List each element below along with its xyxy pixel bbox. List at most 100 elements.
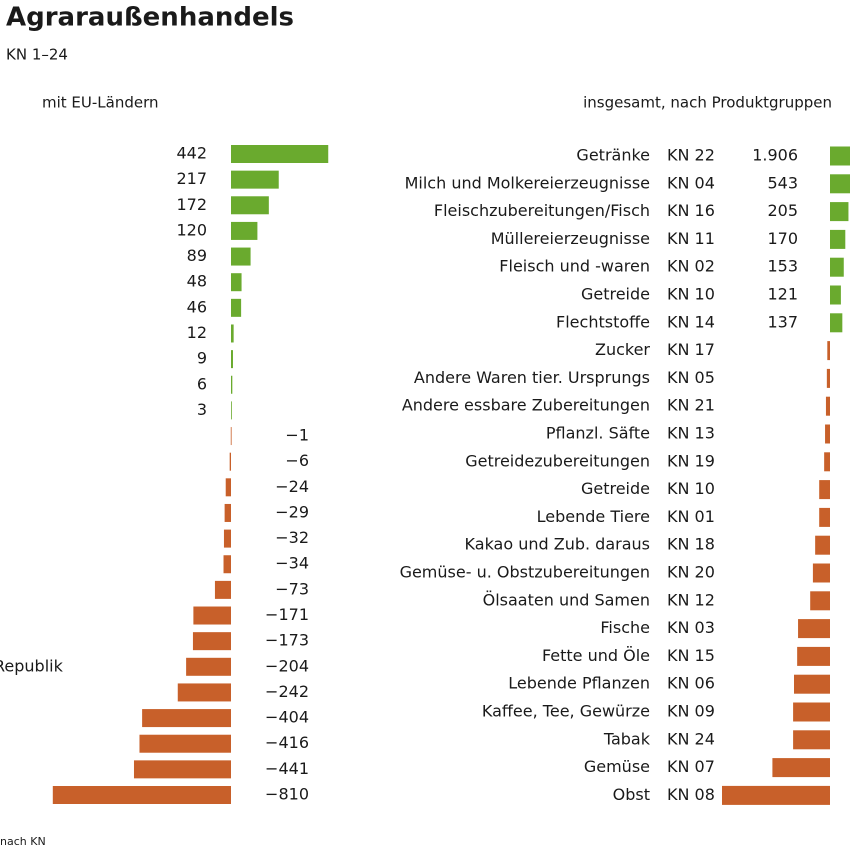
bar	[830, 229, 846, 249]
bar	[231, 196, 269, 215]
bar	[192, 632, 231, 651]
bar	[825, 396, 830, 416]
bar	[231, 324, 234, 343]
category-label: Fleisch und -waren	[499, 257, 650, 276]
bar	[231, 375, 233, 394]
code-label: KN 04	[667, 173, 715, 192]
bar	[798, 619, 830, 639]
code-label: KN 16	[667, 201, 715, 220]
bar	[810, 591, 830, 611]
code-label: KN 22	[667, 146, 715, 165]
code-label: KN 24	[667, 729, 715, 748]
bar	[223, 555, 231, 574]
bar	[830, 313, 843, 333]
value-label: 217	[176, 169, 207, 188]
bar	[142, 709, 231, 728]
bar	[231, 170, 279, 189]
bar	[815, 535, 830, 555]
bar	[214, 580, 231, 599]
category-label: Fette und Öle	[542, 646, 650, 665]
value-label: −29	[275, 502, 309, 521]
bar	[812, 563, 830, 583]
category-label: Ölsaaten und Samen	[483, 590, 650, 609]
footnote: nach KN	[0, 835, 46, 848]
bar	[793, 702, 830, 722]
bar	[230, 427, 232, 446]
category-label: Zucker	[595, 340, 650, 359]
category-label: Getreide	[581, 285, 650, 304]
value-label: 205	[767, 201, 798, 220]
value-label: 12	[187, 323, 207, 342]
value-label: 442	[176, 144, 207, 163]
category-label: Milch und Molkereierzeugnisse	[405, 173, 650, 192]
value-label: 89	[187, 246, 207, 265]
category-label: Kakao und Zub. daraus	[465, 535, 650, 554]
category-label: Müllereierzeugnisse	[491, 229, 650, 248]
category-label: Lebende Tiere	[537, 507, 650, 526]
bar	[830, 146, 850, 166]
bar	[830, 285, 841, 305]
code-label: KN 02	[667, 257, 715, 276]
bar	[797, 646, 830, 666]
category-label: Republik	[0, 656, 64, 675]
category-label: Andere Waren tier. Ursprungs	[414, 368, 650, 387]
bar	[193, 606, 231, 625]
value-label: 172	[176, 195, 207, 214]
bar	[826, 368, 830, 388]
code-label: KN 03	[667, 618, 715, 637]
category-label: Getreidezubereitungen	[465, 451, 650, 470]
value-label: −810	[265, 785, 309, 804]
category-label: Pflanzl. Säfte	[546, 424, 650, 443]
category-label: Tabak	[603, 729, 651, 748]
value-label: 3	[197, 400, 207, 419]
code-label: KN 11	[667, 229, 715, 248]
value-label: −34	[275, 554, 309, 573]
value-label: −32	[275, 528, 309, 547]
left-chart-title: mit EU-Ländern	[42, 94, 159, 112]
page-title: Agraraußenhandels	[6, 3, 294, 33]
code-label: KN 15	[667, 646, 715, 665]
category-label: Andere essbare Zubereitungen	[402, 396, 650, 415]
category-label: Getränke	[576, 146, 650, 165]
code-label: KN 07	[667, 757, 715, 776]
category-label: Flechtstoffe	[556, 312, 650, 331]
bar	[186, 657, 231, 676]
bar	[830, 202, 849, 222]
code-label: KN 12	[667, 590, 715, 609]
value-label: 9	[197, 349, 207, 368]
category-label: Obst	[613, 785, 650, 804]
category-label: Lebende Pflanzen	[508, 674, 650, 693]
category-label: Fleischzubereitungen/Fisch	[434, 201, 650, 220]
code-label: KN 21	[667, 396, 715, 415]
value-label: −73	[275, 579, 309, 598]
code-label: KN 19	[667, 451, 715, 470]
code-label: KN 06	[667, 674, 715, 693]
bar	[825, 424, 830, 444]
value-label: 6	[197, 374, 207, 393]
bar	[819, 507, 830, 527]
bar	[223, 529, 231, 548]
value-label: 543	[767, 173, 798, 192]
category-label: Gemüse	[584, 757, 650, 776]
bar	[824, 452, 830, 472]
bar	[793, 730, 830, 750]
value-label: −171	[265, 605, 309, 624]
value-label: −24	[275, 477, 309, 496]
code-label: KN 10	[667, 479, 715, 498]
code-label: KN 01	[667, 507, 715, 526]
category-label: Gemüse- u. Obstzubereitungen	[400, 563, 650, 582]
bar	[139, 734, 231, 753]
value-label: 1.906	[752, 146, 798, 165]
value-label: 153	[767, 257, 798, 276]
bar	[133, 760, 231, 779]
value-label: −173	[265, 631, 309, 650]
bar	[231, 221, 258, 240]
bar	[772, 758, 830, 778]
value-label: −204	[265, 656, 309, 675]
bar	[231, 247, 251, 266]
value-label: −1	[285, 426, 309, 445]
bar	[830, 257, 844, 277]
category-label: Fische	[600, 618, 650, 637]
value-label: 48	[187, 272, 207, 291]
code-label: KN 20	[667, 563, 715, 582]
